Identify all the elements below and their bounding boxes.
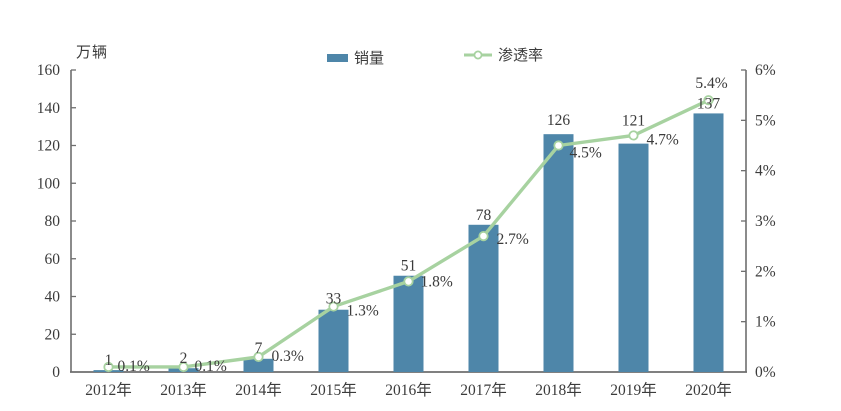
penetration-marker [178, 361, 189, 373]
penetration-marker [253, 351, 264, 362]
sales-bar [393, 275, 424, 372]
legend-item-penetration: 渗透率 [463, 44, 543, 65]
right-axis-tick-label: 3% [755, 213, 776, 230]
penetration-value-label: 0.3% [272, 348, 304, 365]
legend-sales-label: 销量 [354, 51, 385, 67]
penetration-line-swatch-svg [464, 50, 492, 59]
sales-value-label: 7 [255, 340, 263, 357]
right-axis-tick-label: 2% [755, 263, 776, 280]
penetration-value-label: 1.3% [347, 303, 379, 320]
left-axis-tick-label: 100 [37, 175, 61, 192]
penetration-marker [553, 140, 564, 151]
x-axis-category-label: 2013年 [160, 381, 207, 399]
sales-value-label: 126 [547, 112, 571, 129]
penetration-value-label: 0.1% [195, 358, 227, 375]
penetration-marker [628, 130, 639, 141]
penetration-value-label: 2.7% [497, 231, 529, 248]
sales-bar [618, 143, 649, 372]
right-axis-tick-label: 0% [755, 364, 776, 381]
sales-value-label: 1 [105, 352, 113, 369]
x-axis-category-label: 2019年 [610, 381, 657, 399]
left-axis-tick-label: 40 [45, 289, 61, 306]
sales-value-label: 51 [401, 258, 417, 275]
left-axis-tick-label: 20 [45, 326, 61, 343]
penetration-value-label: 5.4% [695, 75, 727, 92]
left-axis-tick-label: 0 [52, 364, 60, 381]
legend-penetration-label: 渗透率 [498, 48, 544, 64]
right-axis-tick-label: 6% [755, 62, 776, 79]
sales-bar [243, 358, 274, 372]
penetration-value-label: 1.8% [421, 273, 453, 290]
x-axis-category-label: 2017年 [460, 381, 507, 399]
x-axis-category-label: 2015年 [310, 381, 357, 399]
x-axis-category-label: 2020年 [685, 381, 732, 399]
penetration-line-swatch-icon [463, 48, 493, 62]
left-axis-unit-label: 万辆 [76, 45, 109, 61]
left-axis-tick-label: 140 [37, 100, 61, 117]
sales-value-label: 78 [476, 207, 492, 224]
sales-bar [693, 113, 724, 372]
sales-bar-swatch-icon [327, 53, 348, 62]
sales-value-label: 2 [180, 350, 188, 367]
penetration-value-label: 4.5% [570, 145, 602, 162]
right-axis-tick-label: 1% [755, 314, 776, 331]
x-axis-category-label: 2012年 [85, 381, 132, 399]
left-axis-tick-label: 60 [45, 251, 61, 268]
left-axis-tick-label: 80 [45, 213, 61, 230]
sales-value-label: 137 [697, 95, 721, 112]
penetration-marker [403, 276, 414, 287]
left-axis-tick-label: 120 [37, 138, 61, 155]
right-axis-tick-label: 5% [755, 112, 776, 129]
penetration-marker [103, 361, 114, 373]
penetration-marker [703, 95, 714, 106]
right-axis-tick-label: 4% [755, 163, 776, 180]
legend-item-sales: 销量 [327, 47, 384, 68]
penetration-value-label: 4.7% [647, 131, 679, 148]
penetration-value-label: 0.1% [118, 358, 150, 375]
x-axis-category-label: 2014年 [235, 381, 282, 399]
sales-bar [543, 134, 574, 372]
x-axis-category-label: 2016年 [385, 381, 432, 399]
sales-value-label: 33 [326, 291, 342, 308]
sales-value-label: 121 [622, 113, 645, 130]
left-axis-tick-label: 160 [37, 62, 61, 79]
sales-bar [318, 309, 349, 372]
x-axis-category-label: 2018年 [535, 381, 582, 399]
sales-bar [468, 224, 499, 372]
penetration-marker [478, 231, 489, 242]
penetration-marker [328, 301, 339, 312]
